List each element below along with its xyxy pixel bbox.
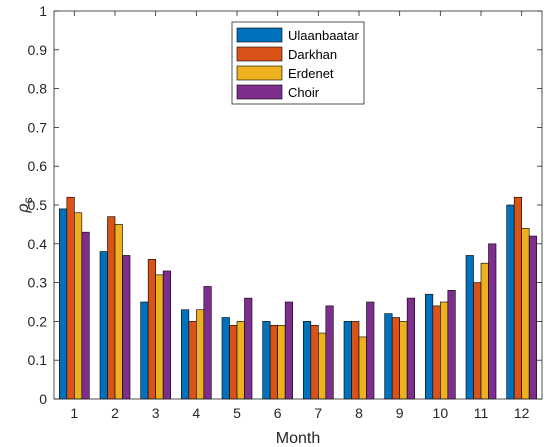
bar-ulaanbaatar-month-9 <box>384 313 393 400</box>
y-tick-label: 0.3 <box>28 275 48 291</box>
bar-ulaanbaatar-month-2 <box>99 251 108 400</box>
bar-darkhan-month-8 <box>351 321 360 400</box>
bar-erdenet-month-12 <box>521 227 530 400</box>
y-tick-label: 0.8 <box>28 81 48 97</box>
x-tick-label: 7 <box>314 405 322 421</box>
y-tick-label: 0.6 <box>28 158 48 174</box>
bar-ulaanbaatar-month-10 <box>425 293 434 400</box>
x-tick-label: 2 <box>111 405 119 421</box>
bar-darkhan-month-11 <box>473 282 482 400</box>
x-tick-label: 12 <box>514 405 530 421</box>
bar-choir-month-8 <box>366 301 375 400</box>
y-tick-label: 1 <box>39 3 47 19</box>
bar-darkhan-month-12 <box>513 196 522 400</box>
bar-darkhan-month-5 <box>229 324 238 400</box>
legend-swatch-erdenet <box>236 65 283 81</box>
bar-ulaanbaatar-month-1 <box>59 208 68 400</box>
bar-ulaanbaatar-month-7 <box>303 321 312 400</box>
bar-ulaanbaatar-month-5 <box>221 317 230 400</box>
y-tick-label: 0.9 <box>28 42 48 58</box>
bar-choir-month-2 <box>122 255 131 400</box>
y-axis-label: ρs <box>15 197 35 213</box>
x-tick-label: 1 <box>70 405 78 421</box>
x-tick-label: 3 <box>152 405 160 421</box>
bar-darkhan-month-7 <box>310 324 319 400</box>
bar-erdenet-month-6 <box>277 324 286 400</box>
legend-swatch-darkhan <box>236 46 283 62</box>
legend-swatch-choir <box>236 84 283 100</box>
y-tick-label: 0.5 <box>28 197 48 213</box>
bar-darkhan-month-6 <box>269 324 278 400</box>
bar-erdenet-month-9 <box>399 321 408 400</box>
bar-erdenet-month-11 <box>480 262 489 400</box>
bar-choir-month-5 <box>244 297 253 400</box>
bar-erdenet-month-3 <box>155 274 164 400</box>
bar-choir-month-1 <box>81 231 90 400</box>
bar-darkhan-month-10 <box>432 305 441 400</box>
x-tick-label: 6 <box>274 405 282 421</box>
x-tick-label: 9 <box>396 405 404 421</box>
legend-label-darkhan: Darkhan <box>288 47 337 62</box>
bar-ulaanbaatar-month-12 <box>506 204 515 400</box>
y-tick-label: 0 <box>39 391 47 407</box>
bar-choir-month-11 <box>488 243 497 400</box>
bar-erdenet-month-10 <box>440 301 449 400</box>
bar-choir-month-9 <box>406 297 415 400</box>
y-axis-ticks: 0 0.1 0.2 0.3 0.4 0.5 0.6 0.7 0.8 0.9 1 <box>28 3 542 407</box>
y-tick-label: 0.2 <box>28 313 48 329</box>
x-axis-label: Month <box>276 430 320 447</box>
bar-ulaanbaatar-month-4 <box>181 309 190 400</box>
bar-darkhan-month-2 <box>107 216 116 400</box>
bar-erdenet-month-2 <box>114 224 123 400</box>
bar-erdenet-month-4 <box>196 309 205 400</box>
legend: Ulaanbaatar Darkhan Erdenet Choir <box>231 21 365 105</box>
bar-darkhan-month-9 <box>391 317 400 400</box>
bar-choir-month-7 <box>325 305 334 400</box>
y-axis-label-subscript: s <box>21 197 35 203</box>
bar-choir-month-10 <box>447 290 456 400</box>
bar-darkhan-month-1 <box>66 196 75 400</box>
x-tick-label: 8 <box>355 405 363 421</box>
bar-ulaanbaatar-month-11 <box>465 255 474 400</box>
bar-erdenet-month-5 <box>236 321 245 400</box>
y-axis-label-symbol: ρ <box>15 203 32 213</box>
x-tick-label: 11 <box>474 405 489 421</box>
legend-label-ulaanbaatar: Ulaanbaatar <box>288 28 359 43</box>
bar-darkhan-month-4 <box>188 321 197 400</box>
bar-erdenet-month-7 <box>318 332 327 400</box>
bar-darkhan-month-3 <box>147 259 156 400</box>
bar-ulaanbaatar-month-3 <box>140 301 149 400</box>
bar-choir-month-3 <box>162 270 171 400</box>
bar-erdenet-month-8 <box>358 336 367 400</box>
bar-erdenet-month-1 <box>74 212 83 400</box>
x-tick-label: 4 <box>192 405 200 421</box>
y-tick-label: 0.4 <box>28 236 48 252</box>
bar-choir-month-4 <box>203 286 212 400</box>
legend-label-choir: Choir <box>288 85 320 100</box>
y-tick-label: 0.7 <box>28 119 48 135</box>
x-tick-label: 5 <box>233 405 241 421</box>
x-tick-label: 10 <box>433 405 449 421</box>
bar-ulaanbaatar-month-8 <box>343 321 352 400</box>
legend-label-erdenet: Erdenet <box>288 66 334 81</box>
bar-ulaanbaatar-month-6 <box>262 321 271 400</box>
bar-choir-month-6 <box>284 301 293 400</box>
x-axis-ticks: 1 2 3 4 5 6 7 8 9 10 11 12 <box>70 11 530 421</box>
bar-choir-month-12 <box>528 235 537 400</box>
y-tick-label: 0.1 <box>28 352 48 368</box>
bars-layer <box>59 196 537 400</box>
legend-swatch-ulaanbaatar <box>236 27 283 43</box>
